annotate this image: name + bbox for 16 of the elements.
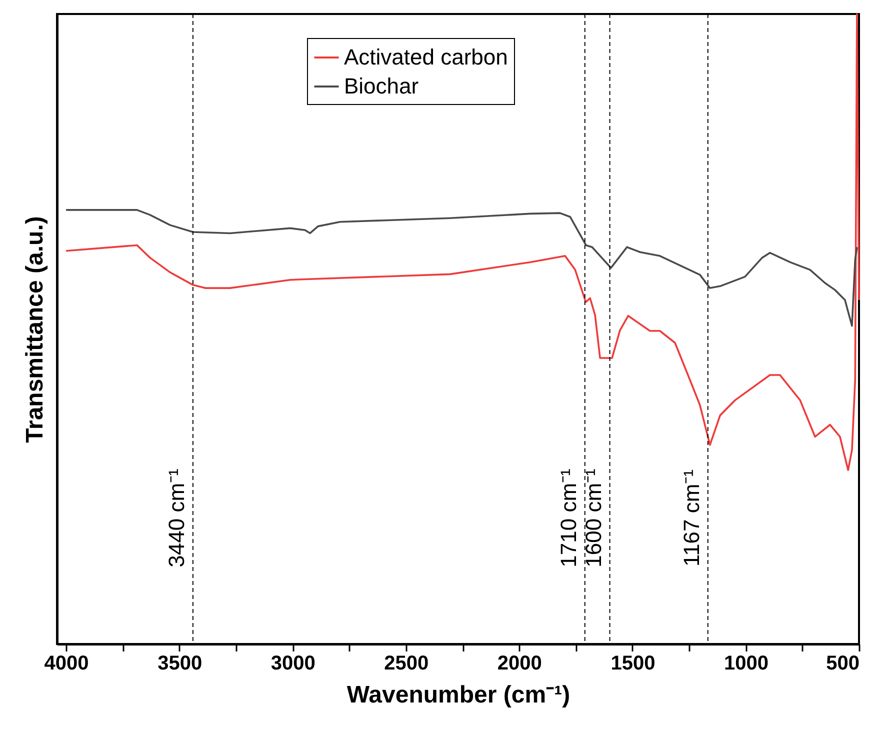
ref-line-label: 1710 cm⁻¹ <box>556 468 581 568</box>
legend-label: Biochar <box>344 74 419 98</box>
x-tick-label: 2500 <box>384 652 429 674</box>
x-tick-label: 4000 <box>44 652 89 674</box>
ref-line-label: 1167 cm⁻¹ <box>678 469 704 567</box>
x-tick-label: 1500 <box>610 652 656 674</box>
x-axis-title: Wavenumber (cm⁻¹) <box>346 682 570 708</box>
x-tick-label: 2000 <box>497 652 542 674</box>
y-axis-title: Transmittance (a.u.) <box>22 216 48 443</box>
ref-line-label: 1600 cm⁻¹ <box>580 468 606 568</box>
legend-label: Activated carbon <box>344 44 508 70</box>
ref-line-label: 3440 cm⁻¹ <box>164 468 189 568</box>
x-tick-label: 500 <box>826 652 860 674</box>
x-tick-label: 3500 <box>158 652 202 674</box>
x-tick-label: 3000 <box>270 652 316 674</box>
x-tick-label: 1000 <box>724 652 768 674</box>
